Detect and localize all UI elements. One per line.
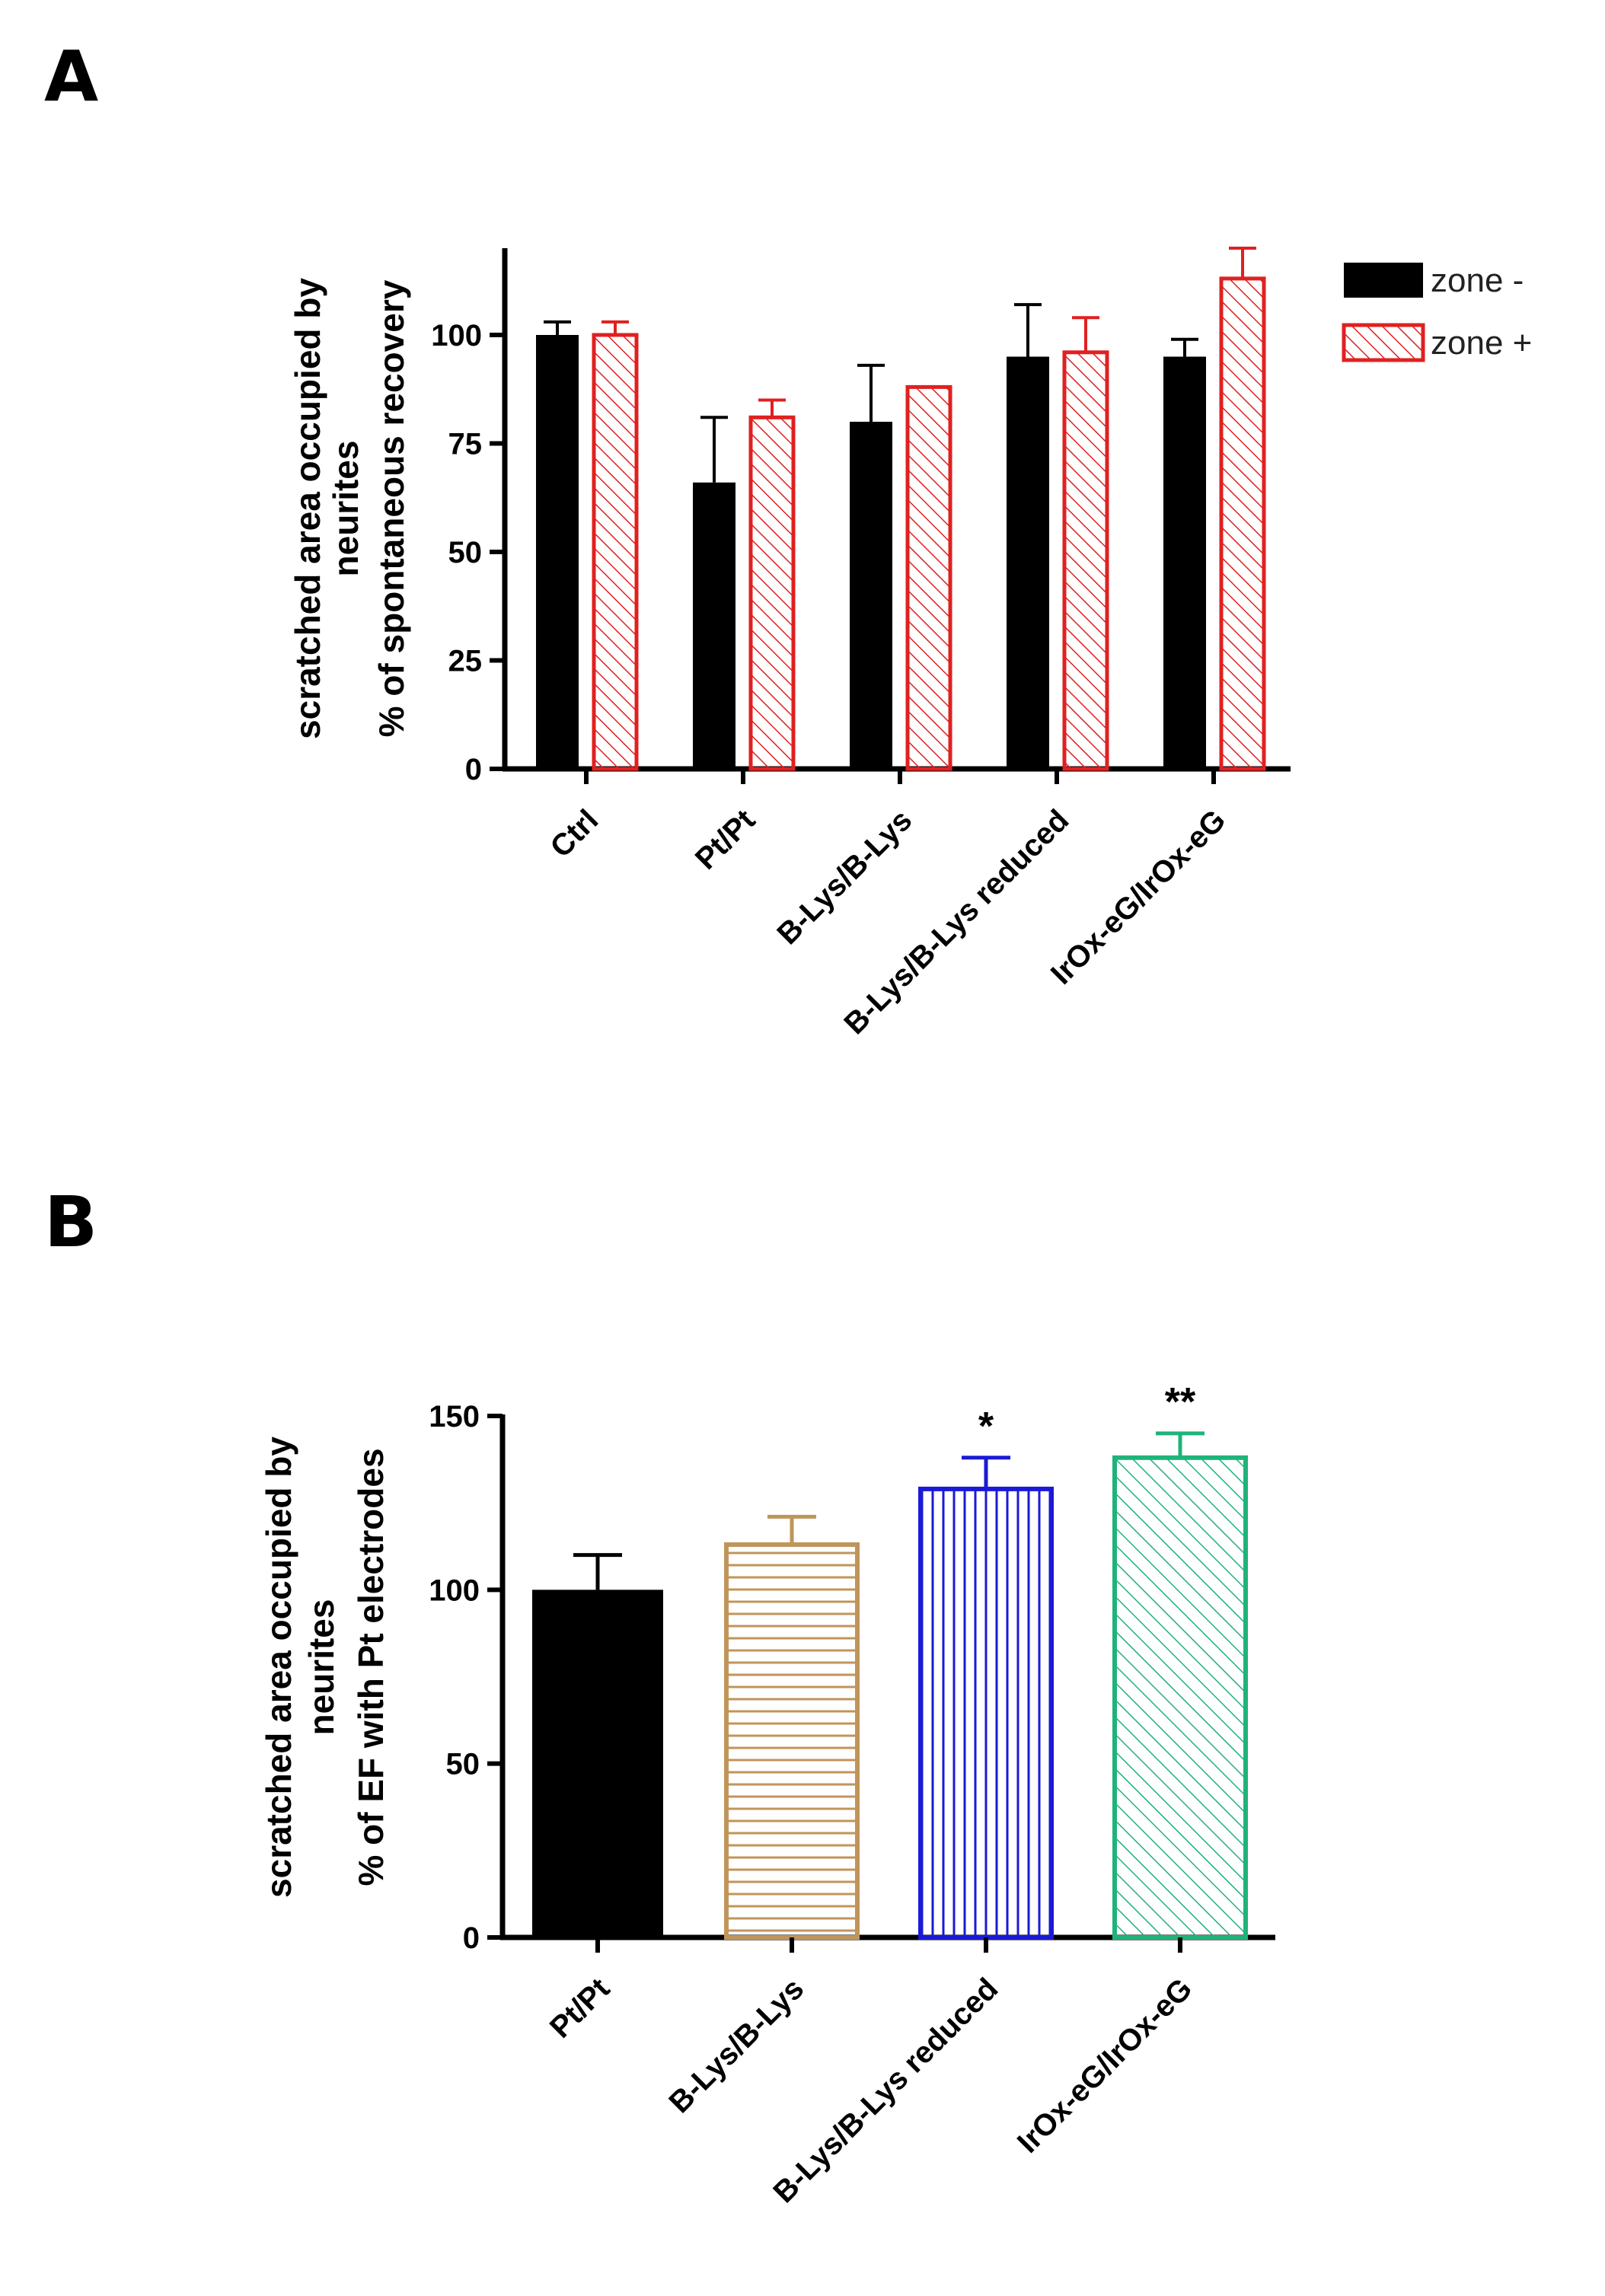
x-tick-label: Pt/Pt [544, 1972, 617, 2045]
x-tick-label: B-Lys/B-Lys reduced [767, 1972, 1004, 2209]
bar-0 [532, 1590, 663, 1937]
legend-swatch-zone-plus [1342, 323, 1425, 362]
y-tick-label: 100 [431, 319, 482, 352]
bar-zone-plus [905, 384, 952, 771]
y-axis-label-line: neurites [302, 1599, 341, 1736]
bar-zone-plus [1062, 350, 1109, 771]
y-tick-label: 50 [448, 536, 483, 569]
bar-zone-minus [693, 482, 735, 769]
panel-letter-a: A [44, 36, 99, 117]
bar-1 [724, 1542, 860, 1940]
bar-zone-minus [536, 335, 579, 769]
y-tick-label: 100 [429, 1574, 480, 1607]
legend-swatch-zone-minus [1344, 263, 1423, 298]
panel-letter-b: B [44, 1181, 98, 1263]
y-tick-label: 0 [463, 1921, 480, 1955]
y-axis-label-line: scratched area occupied by [288, 278, 327, 739]
x-tick-label: B-Lys/B-Lys [771, 803, 918, 951]
y-axis-label-line: neurites [326, 441, 365, 577]
bar-zone-plus [748, 415, 796, 771]
x-tick-label: Ctrl [544, 803, 605, 864]
y-axis-label-line: % of EF with Pt electrodes [351, 1448, 391, 1886]
bar-zone-minus [850, 422, 892, 769]
bar-zone-plus [1219, 276, 1266, 771]
y-axis-label-line: % of spontaneous recovery [372, 279, 411, 737]
x-tick-label: IrOx-eG/IrOx-eG [1011, 1972, 1198, 2159]
x-tick-label: B-Lys/B-Lys [662, 1972, 810, 2119]
y-tick-label: 25 [448, 645, 483, 678]
significance-marker: ** [1165, 1380, 1196, 1424]
x-tick-label: IrOx-eG/IrOx-eG [1045, 803, 1232, 990]
significance-marker: * [978, 1405, 994, 1449]
x-tick-label: Pt/Pt [689, 803, 762, 876]
y-tick-label: 0 [465, 753, 482, 786]
chart-a: 0 25 50 75 100 scratched area occupied byneur… [288, 247, 1532, 1041]
legend-label: zone + [1431, 324, 1532, 362]
y-tick-label: 75 [448, 428, 483, 461]
y-tick-label: 150 [429, 1400, 480, 1433]
bar-zone-minus [1163, 356, 1206, 769]
legend-label: zone - [1431, 262, 1524, 299]
bar-2 [918, 1486, 1054, 1940]
y-axis-label-line: scratched area occupied by [259, 1437, 298, 1898]
y-tick-label: 50 [446, 1748, 480, 1781]
chart-b: 0 50 100 150 scratched area occupied by neuri… [259, 1380, 1275, 2209]
bar-zone-minus [1007, 356, 1049, 769]
bar-zone-plus [592, 333, 639, 771]
bar-3 [1112, 1455, 1248, 1940]
